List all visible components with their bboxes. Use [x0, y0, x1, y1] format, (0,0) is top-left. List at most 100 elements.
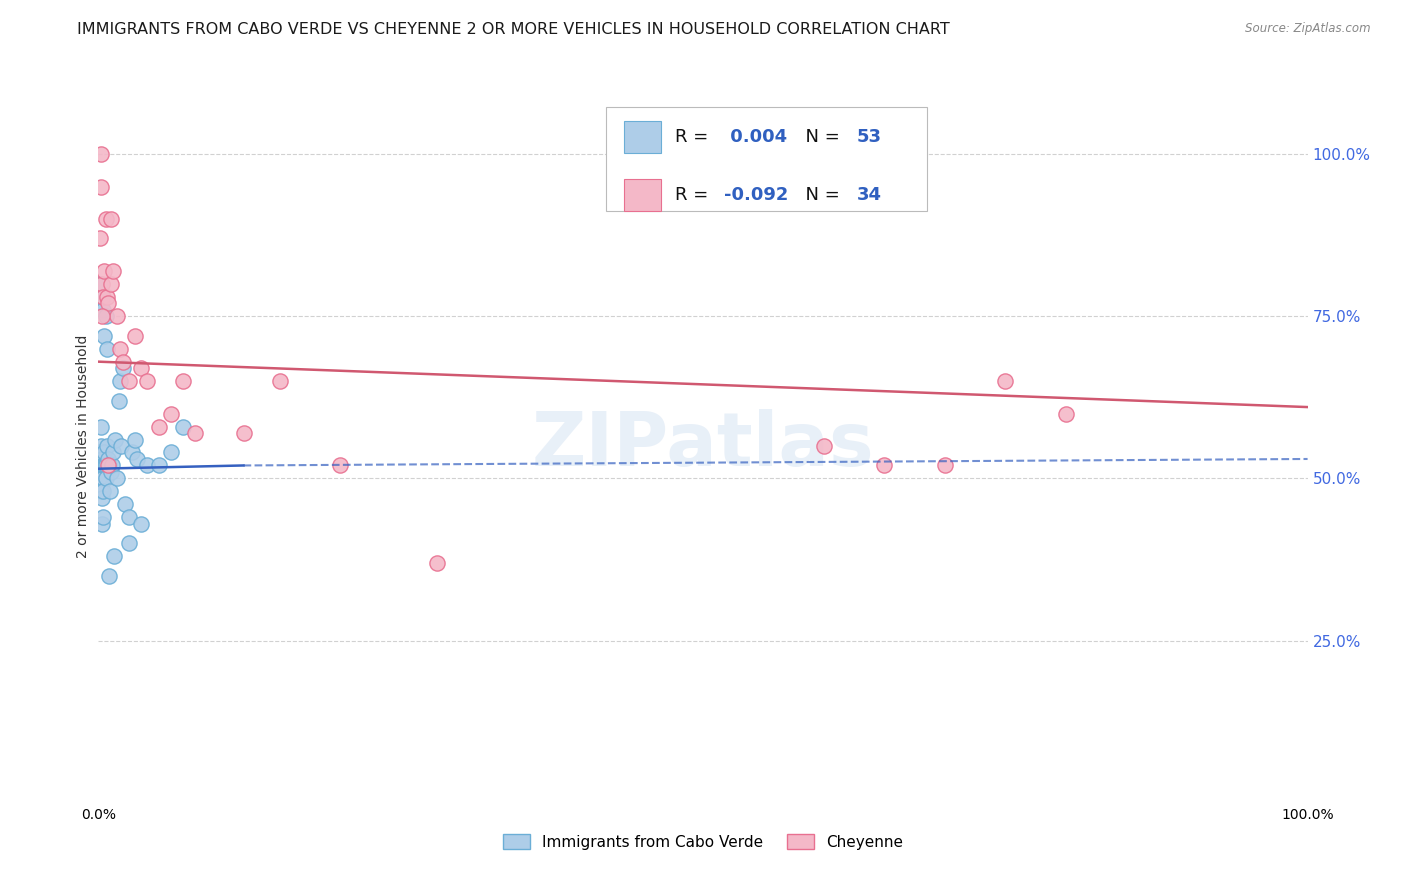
Point: [90, 147, 112, 161]
Point: [93, 328, 115, 343]
Point: [90, 179, 112, 194]
Point: [100, 465, 122, 479]
Point: [91, 310, 114, 324]
Point: [118, 510, 141, 524]
Point: [148, 458, 170, 473]
Point: [873, 458, 896, 473]
Point: [100, 458, 122, 473]
Point: [91, 290, 114, 304]
Point: [148, 419, 170, 434]
Text: R =: R =: [675, 186, 714, 203]
Point: [98, 484, 121, 499]
Legend: Immigrants from Cabo Verde, Cheyenne: Immigrants from Cabo Verde, Cheyenne: [496, 828, 910, 855]
Text: 0.004: 0.004: [724, 128, 787, 146]
Point: [90, 419, 112, 434]
Point: [94, 458, 117, 473]
Point: [108, 393, 131, 408]
Text: N =: N =: [793, 128, 845, 146]
Point: [93, 264, 115, 278]
Text: ZIPatlas: ZIPatlas: [531, 409, 875, 483]
Point: [160, 445, 183, 459]
Point: [91, 458, 114, 473]
Point: [90, 458, 112, 473]
Point: [104, 433, 127, 447]
Point: [89, 458, 111, 473]
Point: [96, 439, 118, 453]
Point: [994, 374, 1017, 388]
Point: [426, 556, 449, 570]
Point: [97, 296, 120, 310]
Point: [135, 374, 157, 388]
Point: [101, 264, 124, 278]
Point: [232, 425, 254, 440]
Point: [93, 445, 115, 459]
Point: [110, 439, 132, 453]
Point: [114, 497, 136, 511]
Point: [108, 342, 131, 356]
Point: [269, 374, 291, 388]
Point: [97, 452, 120, 467]
Point: [118, 374, 141, 388]
Point: [91, 290, 114, 304]
Point: [98, 568, 121, 582]
Point: [91, 516, 114, 531]
Point: [91, 302, 114, 317]
Point: [105, 310, 128, 324]
Point: [184, 425, 207, 440]
Point: [105, 471, 128, 485]
Text: R =: R =: [675, 128, 714, 146]
Point: [111, 354, 134, 368]
Point: [118, 536, 141, 550]
Point: [135, 458, 157, 473]
Point: [94, 310, 117, 324]
Point: [129, 516, 152, 531]
Text: IMMIGRANTS FROM CABO VERDE VS CHEYENNE 2 OR MORE VEHICLES IN HOUSEHOLD CORRELATI: IMMIGRANTS FROM CABO VERDE VS CHEYENNE 2…: [77, 22, 950, 37]
Y-axis label: 2 or more Vehicles in Household: 2 or more Vehicles in Household: [76, 334, 90, 558]
Point: [1054, 407, 1077, 421]
Point: [90, 439, 112, 453]
Point: [172, 374, 194, 388]
Text: Source: ZipAtlas.com: Source: ZipAtlas.com: [1246, 22, 1371, 36]
Point: [98, 458, 121, 473]
Point: [100, 277, 122, 291]
Point: [93, 458, 115, 473]
Point: [89, 445, 111, 459]
Point: [90, 484, 112, 499]
Point: [96, 342, 118, 356]
Bar: [606, 107, 927, 211]
Point: [97, 458, 120, 473]
Point: [89, 471, 111, 485]
Point: [89, 471, 111, 485]
Point: [90, 296, 112, 310]
Point: [813, 439, 835, 453]
Point: [89, 231, 111, 245]
Text: -0.092: -0.092: [724, 186, 787, 203]
Bar: [624, 179, 661, 211]
Bar: [624, 121, 661, 153]
Point: [103, 549, 125, 564]
Text: 53: 53: [856, 128, 882, 146]
Point: [91, 277, 114, 291]
Point: [93, 510, 115, 524]
Point: [89, 277, 111, 291]
Point: [101, 445, 124, 459]
Point: [160, 407, 183, 421]
Point: [96, 471, 118, 485]
Point: [121, 445, 143, 459]
Point: [100, 211, 122, 226]
Point: [91, 452, 114, 467]
Text: N =: N =: [793, 186, 845, 203]
Point: [124, 328, 146, 343]
Point: [129, 361, 152, 376]
Point: [124, 433, 146, 447]
Point: [94, 211, 117, 226]
Point: [934, 458, 956, 473]
Point: [172, 419, 194, 434]
Point: [329, 458, 352, 473]
Point: [127, 452, 149, 467]
Point: [108, 374, 131, 388]
Point: [96, 290, 118, 304]
Text: 34: 34: [856, 186, 882, 203]
Point: [111, 361, 134, 376]
Point: [91, 471, 114, 485]
